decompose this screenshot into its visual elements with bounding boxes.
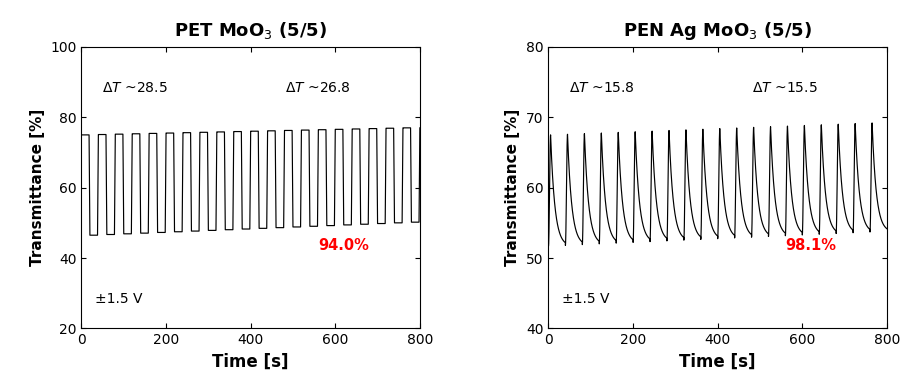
Text: 98.1%: 98.1%	[786, 238, 836, 253]
Text: ±1.5 V: ±1.5 V	[95, 292, 142, 306]
Y-axis label: Transmittance [%]: Transmittance [%]	[505, 109, 520, 266]
Text: ±1.5 V: ±1.5 V	[562, 292, 609, 306]
Text: $\Delta T$ ~28.5: $\Delta T$ ~28.5	[101, 81, 167, 95]
Title: PET MoO$_3$ (5/5): PET MoO$_3$ (5/5)	[174, 20, 328, 41]
Text: $\Delta T$ ~15.5: $\Delta T$ ~15.5	[751, 81, 817, 95]
Text: $\Delta T$ ~26.8: $\Delta T$ ~26.8	[284, 81, 350, 95]
Title: PEN Ag MoO$_3$ (5/5): PEN Ag MoO$_3$ (5/5)	[624, 20, 812, 42]
Text: 94.0%: 94.0%	[319, 238, 369, 253]
Text: $\Delta T$ ~15.8: $\Delta T$ ~15.8	[568, 81, 634, 95]
X-axis label: Time [s]: Time [s]	[680, 353, 756, 371]
X-axis label: Time [s]: Time [s]	[213, 353, 289, 371]
Y-axis label: Transmittance [%]: Transmittance [%]	[30, 109, 44, 266]
